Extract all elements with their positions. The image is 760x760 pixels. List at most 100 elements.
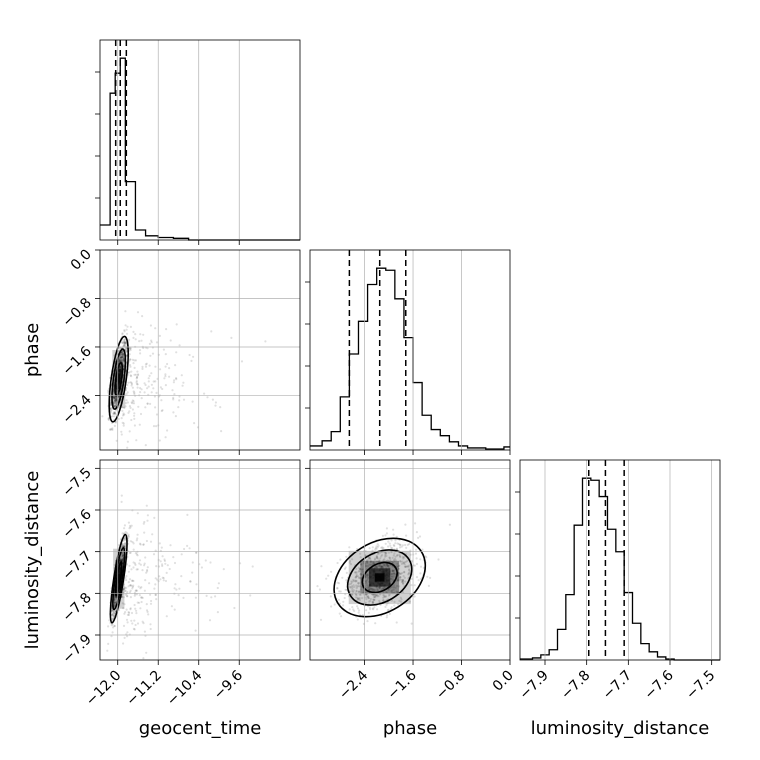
scatter-point	[143, 589, 146, 592]
scatter-point	[159, 386, 162, 389]
scatter-point	[175, 588, 178, 591]
scatter-point	[384, 534, 387, 537]
scatter-point	[128, 551, 131, 555]
scatter-point	[357, 575, 360, 578]
scatter-point	[183, 547, 186, 551]
scatter-point	[143, 382, 146, 385]
scatter-point	[113, 614, 116, 617]
scatter-point	[390, 539, 393, 542]
ylabel-phase: phase	[22, 323, 43, 377]
scatter-point	[124, 593, 127, 596]
scatter-point	[385, 591, 388, 594]
scatter-point	[350, 585, 354, 588]
scatter-point	[385, 616, 388, 619]
scatter-point	[115, 439, 118, 442]
scatter-point	[128, 527, 131, 530]
scatter-point	[387, 551, 391, 554]
scatter-point	[365, 609, 368, 612]
scatter-point	[405, 565, 409, 568]
xtick-label-luminosity-distance-2: −7.7	[600, 668, 635, 703]
scatter-point	[173, 608, 176, 611]
scatter-point	[126, 383, 129, 387]
scatter-point	[387, 565, 390, 568]
scatter-point	[191, 561, 194, 564]
scatter-point	[139, 352, 142, 355]
scatter-point	[113, 601, 116, 604]
scatter-point	[353, 585, 356, 589]
scatter-point	[396, 590, 399, 594]
scatter-point	[141, 596, 144, 600]
scatter-point	[325, 577, 328, 580]
scatter-point	[158, 542, 161, 545]
scatter-point	[388, 612, 391, 616]
scatter-point	[121, 554, 124, 557]
scatter-point	[122, 357, 125, 360]
scatter-point	[133, 594, 136, 597]
scatter-point	[128, 338, 131, 341]
scatter-point	[112, 412, 115, 415]
scatter-point	[193, 422, 196, 425]
scatter-point	[371, 593, 374, 596]
scatter-point	[119, 357, 122, 361]
scatter-point	[372, 596, 375, 599]
scatter-point	[376, 564, 379, 567]
scatter-point	[178, 399, 181, 402]
scatter-point	[113, 600, 116, 604]
scatter-point	[189, 580, 192, 583]
scatter-point	[114, 398, 118, 401]
scatter-point	[390, 572, 393, 576]
scatter-point	[366, 584, 369, 587]
scatter-point	[354, 576, 357, 579]
scatter-point	[118, 365, 122, 369]
scatter-point	[122, 351, 125, 354]
scatter-point	[113, 599, 116, 602]
scatter-point	[407, 572, 410, 575]
ytick-label-phase-2: −0.8	[59, 295, 94, 330]
scatter-point	[129, 608, 132, 611]
scatter-point	[153, 395, 156, 398]
scatter-point	[425, 556, 428, 559]
scatter-point	[392, 533, 395, 536]
scatter-point	[367, 573, 370, 576]
scatter-point	[123, 340, 126, 343]
scatter-point	[373, 566, 377, 569]
scatter-point	[369, 560, 372, 563]
scatter-point	[378, 565, 381, 568]
scatter-point	[132, 390, 135, 393]
scatter-point	[351, 590, 354, 593]
scatter-point	[125, 578, 128, 582]
scatter-point	[357, 582, 360, 586]
scatter-point	[133, 562, 137, 565]
scatter-point	[373, 557, 377, 560]
contour-2	[109, 533, 128, 624]
scatter-point	[163, 559, 166, 563]
scatter-point	[114, 399, 117, 402]
scatter-point	[129, 540, 132, 543]
scatter-point	[121, 556, 124, 559]
scatter-point	[406, 559, 409, 563]
scatter-point	[138, 559, 142, 562]
scatter-point	[144, 365, 148, 368]
scatter-point	[114, 421, 117, 424]
scatter-point	[368, 563, 371, 566]
scatter-point	[153, 587, 156, 590]
scatter-point	[155, 598, 158, 601]
scatter-point	[114, 399, 117, 402]
scatter-point	[374, 594, 377, 597]
scatter-point	[123, 536, 126, 540]
scatter-point	[124, 589, 127, 592]
scatter-point	[122, 357, 125, 361]
scatter-point	[126, 446, 129, 449]
scatter-point	[251, 565, 254, 568]
xtick-label-phase-3: 0.0	[490, 668, 517, 695]
scatter-point	[401, 560, 404, 563]
scatter-point	[413, 564, 416, 567]
scatter-point	[155, 341, 159, 344]
scatter-point	[132, 579, 135, 583]
scatter-point	[402, 562, 405, 565]
scatter-point	[154, 583, 157, 586]
scatter-point	[121, 353, 124, 356]
scatter-point	[117, 359, 121, 362]
scatter-point	[121, 421, 124, 424]
scatter-point	[130, 381, 133, 384]
